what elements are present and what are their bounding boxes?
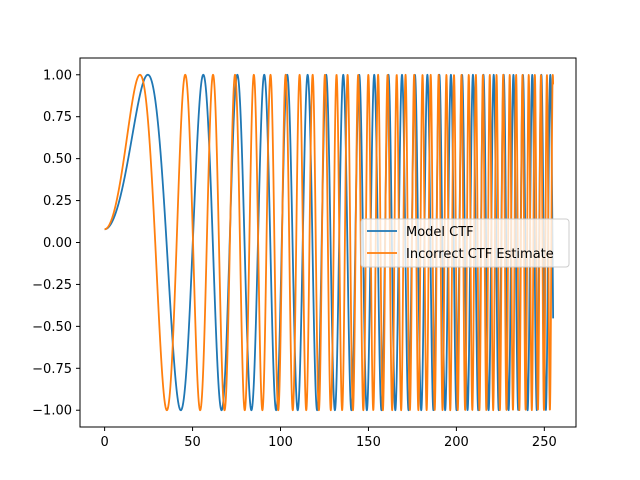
y-tick-label: 0.50 — [43, 152, 72, 167]
x-axis-ticks: 0 50 100 150 200 250 — [100, 427, 557, 450]
y-tick-label: 0.00 — [43, 236, 72, 251]
y-tick-label: −0.50 — [32, 320, 72, 335]
series-line-model-ctf — [103, 73, 555, 412]
x-tick-label: 0 — [100, 435, 108, 450]
y-tick-label: −0.25 — [32, 278, 72, 293]
x-tick-label: 100 — [268, 435, 293, 450]
y-tick-label: −0.75 — [32, 362, 72, 377]
legend-label-incorrect-ctf-estimate: Incorrect CTF Estimate — [406, 247, 554, 262]
x-tick-label: 200 — [444, 435, 469, 450]
y-tick-label: 0.75 — [43, 110, 72, 125]
x-tick-label: 150 — [356, 435, 381, 450]
y-tick-label: 1.00 — [43, 68, 72, 83]
x-tick-label: 250 — [532, 435, 557, 450]
x-tick-label: 50 — [184, 435, 201, 450]
y-axis-ticks: −1.00 −0.75 −0.50 −0.25 0.00 0.25 0.50 0.75 1.00 — [32, 68, 80, 419]
legend-label-model-ctf: Model CTF — [406, 225, 474, 240]
legend-box — [360, 218, 570, 268]
y-tick-label: 0.25 — [43, 194, 72, 209]
plot-lines — [103, 73, 555, 412]
series-line-incorrect-ctf-estimate — [103, 73, 555, 412]
legend: Model CTF Incorrect CTF Estimate — [360, 218, 570, 268]
y-tick-label: −1.00 — [32, 404, 72, 419]
